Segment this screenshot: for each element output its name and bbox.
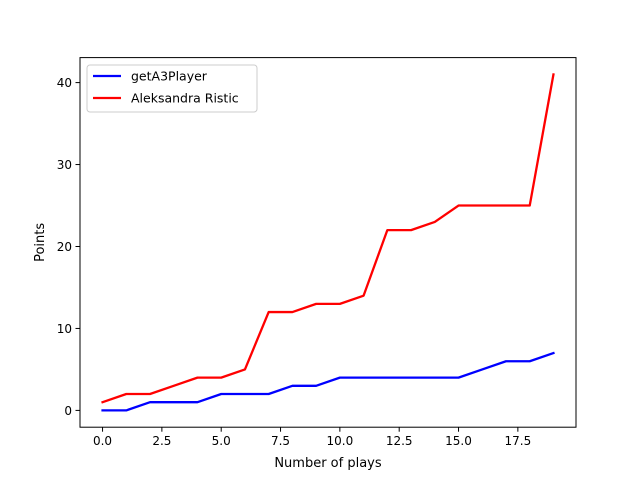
x-tick-label: 5.0 [212, 434, 231, 448]
y-tick-label: 40 [57, 76, 72, 90]
legend: getA3Player Aleksandra Ristic [86, 64, 258, 113]
y-tick-label: 20 [57, 240, 72, 254]
x-tick-label: 7.5 [271, 434, 290, 448]
y-tick-label: 30 [57, 158, 72, 172]
legend-label-1: getA3Player [131, 69, 208, 84]
axes-frame [79, 57, 577, 428]
x-tick-label: 15.0 [445, 434, 472, 448]
legend-label-2: Aleksandra Ristic [131, 91, 239, 106]
x-axis-label: Number of plays [274, 456, 382, 471]
y-tick-label: 0 [64, 404, 72, 418]
y-tick-label: 10 [57, 322, 72, 336]
legend-box [86, 64, 258, 113]
series-layer [101, 73, 555, 412]
series-line-1 [101, 351, 555, 412]
x-tick-label: 2.5 [152, 434, 171, 448]
x-axis-ticks: 0.0 2.5 5.0 7.5 10.0 12.5 15.0 17.5 [93, 427, 531, 448]
x-tick-label: 0.0 [93, 434, 112, 448]
y-axis-label: Points [33, 223, 48, 262]
x-tick-label: 10.0 [327, 434, 354, 448]
series-line-2 [101, 73, 555, 404]
x-tick-label: 17.5 [504, 434, 531, 448]
y-axis-ticks: 0 10 20 30 40 [57, 76, 80, 418]
x-tick-label: 12.5 [386, 434, 413, 448]
